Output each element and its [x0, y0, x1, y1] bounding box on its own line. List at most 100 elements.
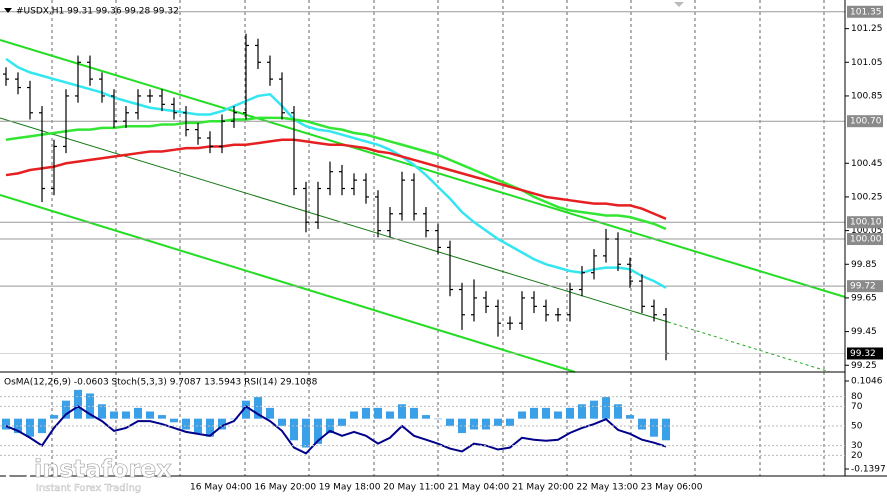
level-label-box: [847, 115, 883, 128]
level-label-box: [847, 280, 883, 293]
osma-bar: [530, 407, 538, 419]
shift-marker: [674, 2, 684, 7]
osma-bar: [290, 418, 298, 441]
x-tick-label: 22 May 13:00: [576, 483, 638, 493]
y-tick-label: 99.45: [851, 327, 877, 337]
chart-title: #USDX,H1 99.31 99.36 99.28 99.32: [16, 7, 179, 17]
osma-bar: [206, 418, 214, 437]
osma-bar: [386, 411, 394, 419]
level-label-box: [847, 233, 883, 246]
x-tick-label: 16 May 04:00: [190, 483, 252, 493]
x-tick-label: 16 May 20:00: [254, 483, 316, 493]
level-label-box: [847, 5, 883, 18]
osma-bar: [158, 415, 166, 419]
osma-bar: [74, 389, 82, 419]
osma-bar: [482, 418, 490, 430]
level-label: 101.35: [850, 7, 882, 17]
level-label: 100.10: [850, 218, 882, 228]
menu-arrow[interactable]: [4, 8, 12, 13]
y-tick-label: 100.05: [851, 226, 883, 236]
level-tick-label: 70: [851, 402, 863, 412]
osma-bar: [266, 407, 274, 419]
osma-bar: [350, 411, 358, 419]
osma-bar: [506, 418, 514, 426]
osma-bar: [566, 407, 574, 419]
osma-bar: [302, 418, 310, 448]
channel-mid-ext: [667, 321, 831, 373]
osma-bar: [146, 411, 154, 419]
x-tick-label: 19 May 18:00: [319, 483, 381, 493]
x-tick-label: 21 May 20:00: [512, 483, 574, 493]
y-tick-label: 101.05: [851, 58, 883, 68]
y-tick-label: 100.85: [851, 91, 883, 101]
osma-bar: [446, 418, 454, 426]
osma-bar: [362, 407, 370, 419]
last-price-label: 99.32: [850, 349, 876, 359]
level-label: 100.70: [850, 117, 882, 127]
osma-bar: [62, 400, 70, 419]
brand-name: instaforex: [34, 455, 172, 483]
y-tick-label: 100.45: [851, 159, 883, 169]
osma-bar: [254, 397, 262, 419]
osma-bar: [590, 400, 598, 419]
osma-bar: [578, 404, 586, 419]
y-tick-label: 99.25: [851, 361, 877, 371]
osma-bar: [434, 418, 442, 420]
last-price-box: [847, 347, 883, 360]
osma-bar: [626, 415, 634, 419]
level-tick-label: 80: [851, 392, 863, 402]
y-tick-label: 101.25: [851, 24, 883, 34]
osma-bar: [494, 418, 502, 426]
level-label-box: [847, 216, 883, 229]
osma-bar: [518, 411, 526, 419]
osma-bar: [242, 400, 250, 419]
osma-bar: [410, 407, 418, 419]
osma-tick-label: 0.1046: [851, 377, 883, 387]
osma-bar: [170, 418, 178, 423]
osma-bar: [182, 418, 190, 430]
osma-bar: [122, 411, 130, 419]
osma-bar: [98, 404, 106, 419]
branding: instaforex Instant Forex Trading: [4, 455, 173, 494]
osma-bar: [662, 418, 670, 441]
brand-tagline: Instant Forex Trading: [36, 483, 141, 494]
osma-bar: [218, 418, 226, 430]
osma-bar: [614, 404, 622, 419]
y-tick-label: 99.85: [851, 260, 877, 270]
logo-icon: [4, 456, 32, 484]
level-tick-label: 30: [851, 441, 863, 451]
level-label: 100.00: [850, 235, 882, 245]
osma-bar: [134, 407, 142, 419]
level-tick-label: 20: [851, 451, 863, 461]
price-panel: [0, 11, 845, 455]
osma-bar: [26, 418, 34, 437]
channel-mid: [0, 117, 669, 323]
osma-bar: [554, 411, 562, 419]
x-tick-label: 21 May 04:00: [448, 483, 510, 493]
osma-bar: [338, 418, 346, 426]
level-tick-label: 50: [851, 422, 863, 432]
channel-top: [0, 39, 846, 298]
osma-bar: [230, 418, 238, 420]
channel-bottom: [0, 194, 576, 373]
moving-average: [5, 57, 667, 289]
osma-tick-label: -0.1397: [851, 465, 886, 475]
trendlines: [0, 39, 846, 373]
level-label: 99.72: [850, 282, 876, 292]
osma-bar: [374, 407, 382, 419]
moving-average: [5, 116, 667, 231]
indicator-title: OsMA(12,26,9) -0.0603 Stoch(5,3,3) 9.708…: [4, 378, 318, 388]
osma-bar: [110, 411, 118, 419]
moving-average: [5, 138, 667, 220]
osma-bar: [314, 418, 322, 444]
osma-bar: [422, 415, 430, 419]
x-tick-label: 20 May 11:00: [383, 483, 445, 493]
osma-bar: [650, 418, 658, 437]
y-tick-label: 99.65: [851, 293, 877, 303]
osma-bar: [398, 404, 406, 419]
y-tick-label: 100.25: [851, 192, 883, 202]
osma-bar: [602, 397, 610, 419]
osma-bar: [278, 418, 286, 426]
osma-bar: [2, 418, 10, 430]
